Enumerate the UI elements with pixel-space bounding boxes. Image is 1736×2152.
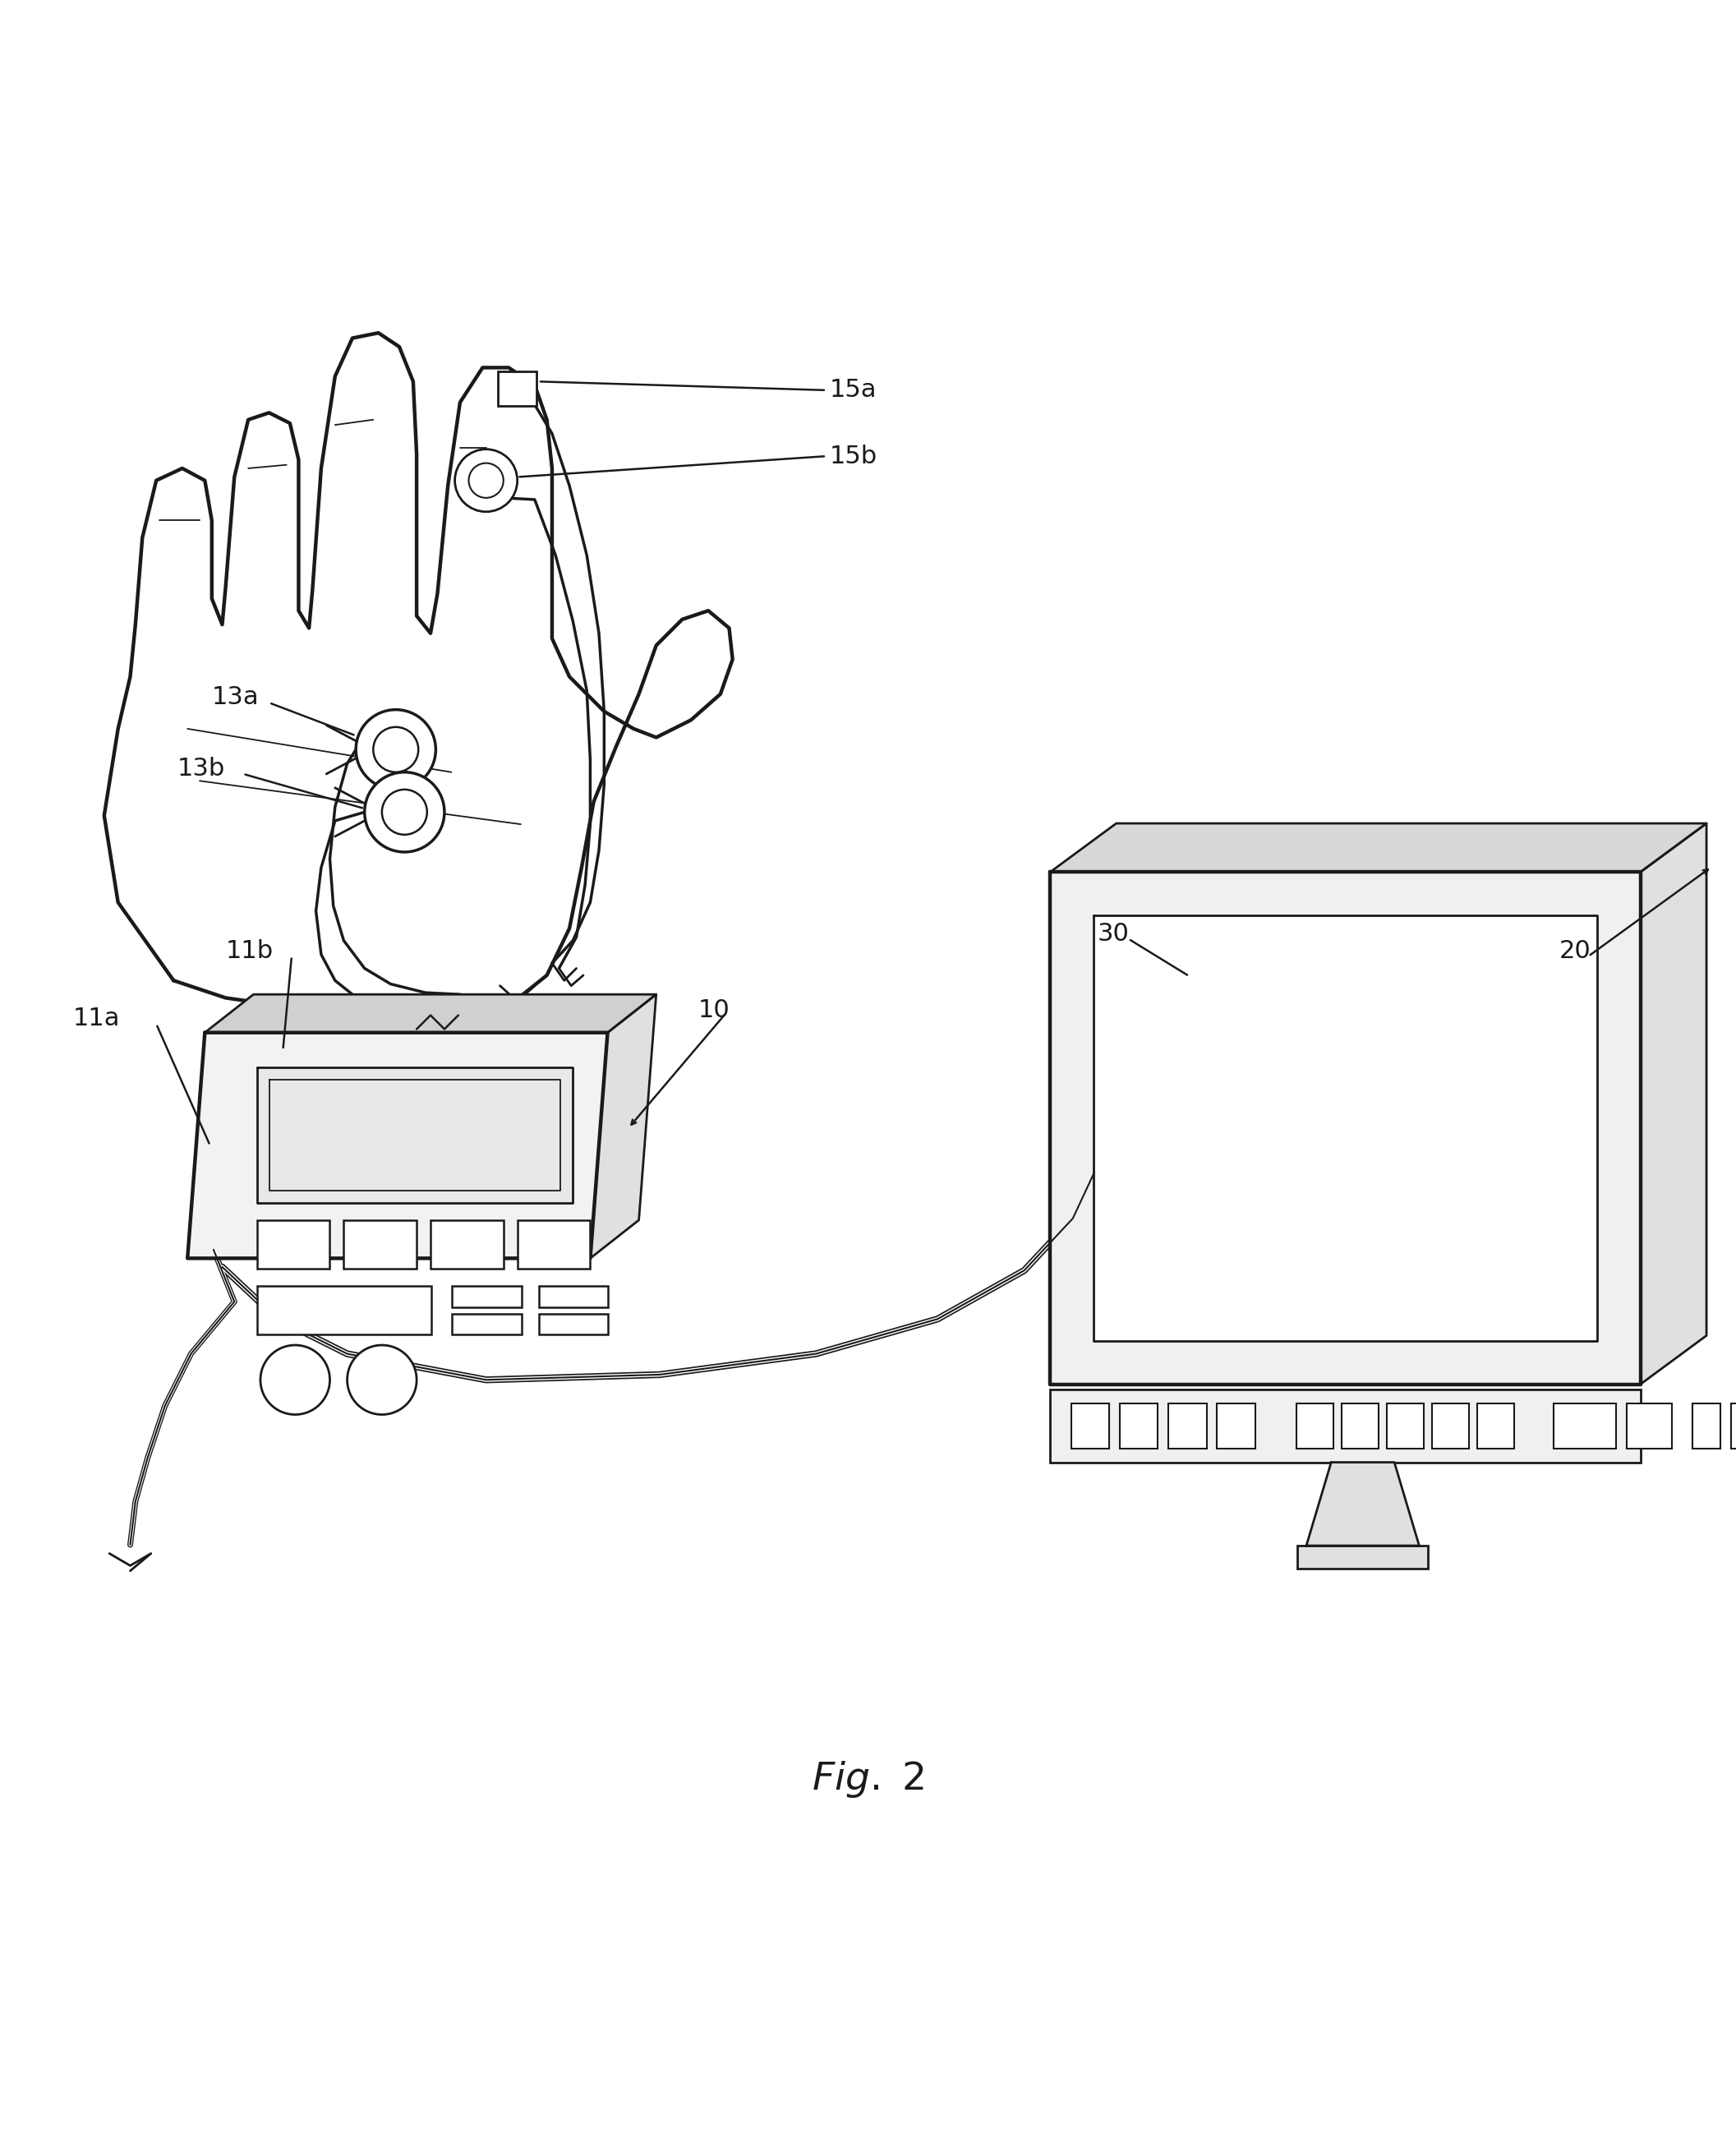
Bar: [517, 1220, 590, 1270]
Bar: [1731, 1403, 1736, 1448]
Bar: [1297, 1545, 1429, 1569]
Circle shape: [260, 1345, 330, 1414]
Bar: [1217, 1403, 1255, 1448]
Bar: [1554, 1403, 1616, 1448]
Bar: [1168, 1403, 1207, 1448]
Text: 13b: 13b: [177, 758, 226, 781]
Bar: [257, 1287, 431, 1334]
Polygon shape: [1050, 824, 1706, 872]
Bar: [1693, 1403, 1720, 1448]
Circle shape: [382, 790, 427, 835]
Text: 10: 10: [698, 999, 729, 1022]
Circle shape: [356, 710, 436, 790]
Circle shape: [347, 1345, 417, 1414]
Bar: [257, 1220, 330, 1270]
Bar: [1387, 1403, 1424, 1448]
Text: 30: 30: [1097, 921, 1128, 945]
Bar: [1342, 1403, 1378, 1448]
Text: 13a: 13a: [212, 686, 259, 710]
Bar: [1297, 1403, 1333, 1448]
Text: 11b: 11b: [226, 938, 274, 962]
Bar: [451, 1287, 521, 1306]
Bar: [1627, 1403, 1672, 1448]
Text: 15a: 15a: [830, 379, 877, 402]
Circle shape: [455, 450, 517, 512]
Bar: [498, 370, 536, 407]
Circle shape: [469, 463, 503, 497]
Circle shape: [365, 773, 444, 852]
Circle shape: [373, 727, 418, 773]
Polygon shape: [257, 1067, 573, 1203]
Text: 20: 20: [1559, 938, 1590, 962]
Bar: [1050, 1390, 1641, 1463]
Bar: [538, 1315, 608, 1334]
Bar: [451, 1315, 521, 1334]
Polygon shape: [1641, 824, 1706, 1384]
Polygon shape: [205, 994, 656, 1033]
Bar: [538, 1287, 608, 1306]
Polygon shape: [104, 334, 733, 1016]
Text: 11a: 11a: [73, 1007, 120, 1031]
Bar: [1432, 1403, 1469, 1448]
Text: 15b: 15b: [830, 443, 878, 469]
Bar: [1071, 1403, 1109, 1448]
Polygon shape: [187, 1033, 608, 1259]
Polygon shape: [1050, 872, 1641, 1384]
Polygon shape: [590, 994, 656, 1259]
Bar: [344, 1220, 417, 1270]
Bar: [1477, 1403, 1514, 1448]
Bar: [431, 1220, 503, 1270]
Bar: [1120, 1403, 1158, 1448]
Polygon shape: [1094, 915, 1597, 1341]
Text: $\mathit{Fig.\ 2}$: $\mathit{Fig.\ 2}$: [812, 1758, 924, 1799]
Polygon shape: [1305, 1463, 1420, 1545]
